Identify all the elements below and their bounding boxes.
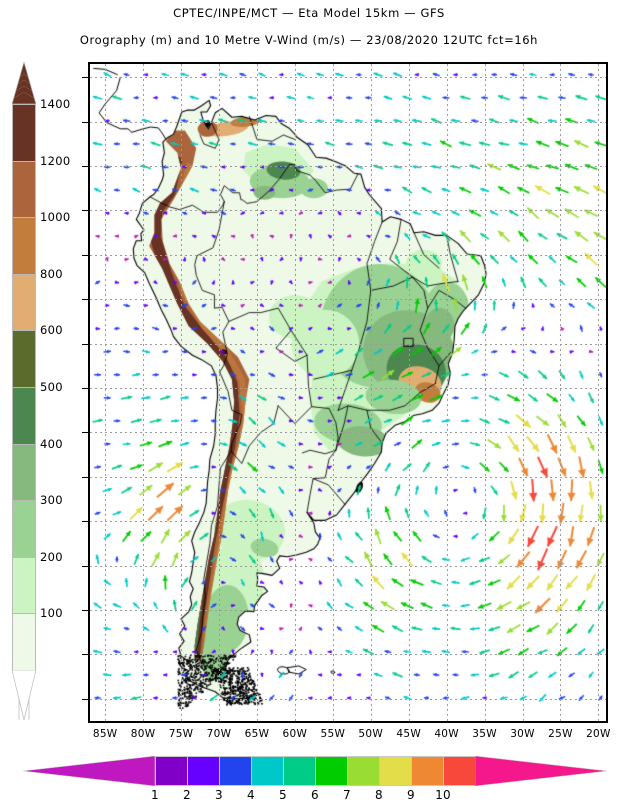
- x-axis-label: 50W: [358, 728, 383, 740]
- orography-colorbar-segment: [12, 161, 36, 219]
- x-axis-label: 85W: [93, 728, 118, 740]
- gridline-horizontal: [90, 255, 606, 256]
- wind-colorbar: [155, 756, 475, 786]
- orography-colorbar-segment: [12, 557, 36, 615]
- wind-colorbar-segment: [379, 756, 412, 786]
- y-axis-tick: [82, 77, 88, 78]
- wind-colorbar-segment: [251, 756, 284, 786]
- gridline-horizontal: [90, 432, 606, 433]
- x-axis-label: 65W: [245, 728, 270, 740]
- orography-colorbar-segment: [12, 500, 36, 558]
- gridline-horizontal: [90, 654, 606, 655]
- x-axis-label: 45W: [396, 728, 421, 740]
- gridline-vertical: [181, 64, 182, 721]
- orography-colorbar-segment: [12, 104, 36, 162]
- orography-colorbar-tick-label: 100: [40, 606, 63, 620]
- x-axis-label: 55W: [320, 728, 345, 740]
- y-axis-tick: [82, 255, 88, 256]
- gridline-vertical: [333, 64, 334, 721]
- gridline-horizontal: [90, 477, 606, 478]
- gridline-horizontal: [90, 210, 606, 211]
- x-axis-label: 60W: [283, 728, 308, 740]
- x-axis-label: 75W: [169, 728, 194, 740]
- x-axis-label: 25W: [548, 728, 573, 740]
- wind-colorbar-extend-low: [23, 756, 155, 786]
- gridline-vertical: [257, 64, 258, 721]
- y-axis-tick: [82, 654, 88, 655]
- orography-colorbar-tick-label: 400: [40, 437, 63, 451]
- gridline-horizontal: [90, 77, 606, 78]
- gridline-vertical: [219, 64, 220, 721]
- y-axis-tick: [82, 344, 88, 345]
- gridline-vertical: [409, 64, 410, 721]
- orography-colorbar-tick-label: 1000: [40, 210, 70, 224]
- gridline-horizontal: [90, 166, 606, 167]
- y-axis-tick: [82, 521, 88, 522]
- y-axis-tick: [82, 566, 88, 567]
- gridline-vertical: [105, 64, 106, 721]
- gridline-vertical: [598, 64, 599, 721]
- gridline-vertical: [523, 64, 524, 721]
- wind-colorbar-segment: [283, 756, 316, 786]
- y-axis-tick: [82, 388, 88, 389]
- page-subtitle: Orography (m) and 10 Metre V-Wind (m/s) …: [0, 33, 618, 47]
- wind-colorbar-segment: [187, 756, 220, 786]
- orography-colorbar-segment: [12, 613, 36, 671]
- y-axis-tick: [82, 122, 88, 123]
- gridline-vertical: [447, 64, 448, 721]
- gridline-horizontal: [90, 299, 606, 300]
- y-axis-tick: [82, 477, 88, 478]
- x-axis-label: 20W: [586, 728, 611, 740]
- gridline-vertical: [371, 64, 372, 721]
- orography-colorbar-segment: [12, 274, 36, 332]
- y-axis-tick: [82, 432, 88, 433]
- gridline-horizontal: [90, 521, 606, 522]
- orography-colorbar-tick-label: 200: [40, 550, 63, 564]
- y-axis-tick: [82, 299, 88, 300]
- gridline-horizontal: [90, 122, 606, 123]
- wind-colorbar-extend-high: [475, 756, 607, 786]
- gridline-vertical: [560, 64, 561, 721]
- orography-colorbar-tick-label: 800: [40, 267, 63, 281]
- orography-colorbar-extend-low: [12, 670, 36, 720]
- map-canvas: [90, 64, 606, 721]
- wind-colorbar-segment: [347, 756, 380, 786]
- x-axis-label: 30W: [510, 728, 535, 740]
- wind-colorbar-segment: [155, 756, 188, 786]
- y-axis-tick: [82, 699, 88, 700]
- gridline-horizontal: [90, 344, 606, 345]
- orography-colorbar-segment: [12, 330, 36, 388]
- gridline-horizontal: [90, 388, 606, 389]
- gridline-horizontal: [90, 610, 606, 611]
- x-axis-label: 40W: [434, 728, 459, 740]
- gridline-horizontal: [90, 566, 606, 567]
- wind-colorbar-segment: [219, 756, 252, 786]
- orography-colorbar-segment: [12, 444, 36, 502]
- orography-colorbar-tick-label: 1200: [40, 154, 70, 168]
- orography-colorbar: [12, 104, 36, 670]
- x-axis-label: 80W: [131, 728, 156, 740]
- orography-colorbar-segment: [12, 387, 36, 445]
- orography-colorbar-segment: [12, 217, 36, 275]
- x-axis-label: 35W: [472, 728, 497, 740]
- y-axis-tick: [82, 210, 88, 211]
- wind-colorbar-segment: [443, 756, 476, 786]
- gridline-vertical: [485, 64, 486, 721]
- gridline-vertical: [295, 64, 296, 721]
- map-plot-area: [88, 62, 608, 723]
- orography-colorbar-extend-high: [12, 62, 36, 104]
- orography-colorbar-tick-label: 1400: [40, 97, 70, 111]
- gridline-horizontal: [90, 699, 606, 700]
- orography-colorbar-tick-label: 500: [40, 380, 63, 394]
- y-axis-tick: [82, 610, 88, 611]
- x-axis-label: 70W: [207, 728, 232, 740]
- wind-colorbar-segment: [315, 756, 348, 786]
- orography-colorbar-tick-label: 300: [40, 493, 63, 507]
- orography-colorbar-tick-label: 600: [40, 323, 63, 337]
- page-title: CPTEC/INPE/MCT — Eta Model 15km — GFS: [0, 6, 618, 20]
- gridline-vertical: [143, 64, 144, 721]
- y-axis-tick: [82, 166, 88, 167]
- wind-colorbar-segment: [411, 756, 444, 786]
